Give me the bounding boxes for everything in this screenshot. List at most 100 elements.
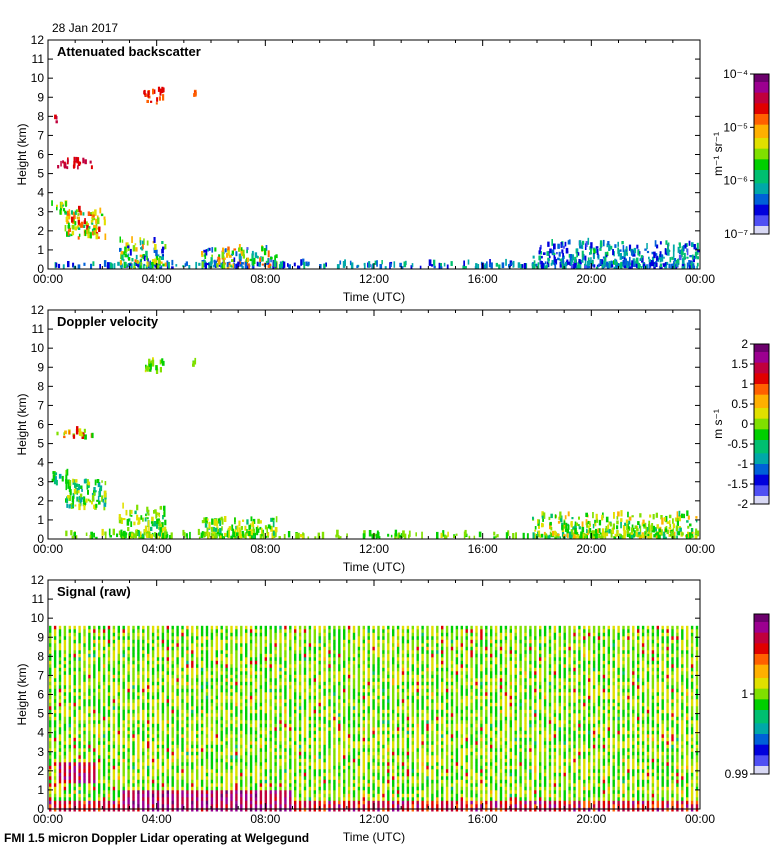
- signal-cell: [78, 737, 81, 742]
- colorbar-segment: [754, 346, 769, 350]
- heatmap-cell: [269, 525, 272, 530]
- heatmap-cell: [240, 536, 243, 539]
- signal-cell: [186, 783, 189, 787]
- signal-cell: [176, 702, 179, 707]
- signal-cell: [166, 748, 169, 752]
- signal-cell: [166, 646, 169, 651]
- signal-cell: [161, 702, 165, 707]
- heatmap-cell: [565, 247, 569, 254]
- signal-cell: [142, 639, 145, 644]
- signal-cell: [53, 769, 57, 773]
- y-tick-label: 2: [37, 224, 44, 238]
- signal-cell: [137, 730, 140, 735]
- heatmap-cell: [137, 529, 140, 536]
- signal-cell: [137, 664, 140, 668]
- signal-cell: [93, 723, 96, 728]
- signal-cell: [279, 681, 282, 686]
- signal-cell: [93, 730, 96, 735]
- signal-cell: [171, 643, 174, 647]
- signal-cell: [176, 625, 179, 630]
- signal-cell: [254, 695, 258, 700]
- signal-cell: [294, 664, 297, 668]
- signal-cell: [220, 653, 223, 658]
- heatmap-cell: [61, 475, 64, 482]
- y-tick-label: 11: [32, 322, 45, 336]
- signal-cell: [83, 744, 86, 749]
- signal-cell: [156, 786, 160, 791]
- y-tick-label: 4: [37, 186, 44, 200]
- heatmap-cell: [100, 213, 104, 217]
- signal-cell: [279, 678, 282, 682]
- signal-cell: [171, 632, 174, 637]
- heatmap-cell: [657, 534, 661, 539]
- colorbar-segment: [754, 394, 769, 398]
- y-tick-label: 1: [37, 513, 44, 527]
- signal-cell: [166, 695, 169, 700]
- signal-cell: [225, 800, 228, 805]
- colorbar-segment: [754, 175, 769, 179]
- heatmap-cell: [586, 528, 588, 533]
- heatmap-cell: [592, 512, 594, 519]
- signal-cell: [284, 727, 287, 731]
- signal-cell: [176, 681, 179, 686]
- signal-cell: [73, 692, 76, 696]
- heatmap-cell: [681, 258, 685, 264]
- signal-cell: [196, 730, 199, 735]
- heatmap-cell: [163, 532, 166, 539]
- y-tick-label: 0: [37, 262, 44, 276]
- signal-cell: [205, 727, 209, 731]
- signal-cell: [235, 653, 238, 658]
- heatmap-cell: [287, 531, 291, 538]
- heatmap-cell: [101, 528, 104, 536]
- signal-cell: [220, 727, 223, 731]
- signal-cell: [102, 643, 106, 647]
- signal-cell: [215, 632, 218, 637]
- signal-cell: [284, 751, 287, 756]
- signal-cell: [151, 713, 155, 717]
- signal-cell: [284, 741, 287, 745]
- heatmap-cell: [166, 260, 169, 267]
- heatmap-cell: [655, 257, 659, 261]
- signal-cell: [274, 629, 277, 633]
- signal-cell: [200, 678, 204, 682]
- signal-cell: [176, 783, 179, 787]
- heatmap-cell: [676, 262, 679, 267]
- signal-cell: [161, 793, 165, 798]
- signal-cell: [254, 741, 258, 745]
- heatmap-cell: [677, 246, 680, 253]
- signal-cell: [147, 723, 150, 728]
- signal-cell: [156, 625, 160, 630]
- signal-cell: [269, 674, 272, 679]
- heatmap-cell: [275, 254, 278, 259]
- heatmap-cell: [565, 526, 568, 530]
- heatmap-cell: [160, 261, 163, 264]
- signal-cell: [289, 790, 292, 794]
- signal-cell: [49, 695, 52, 700]
- signal-cell: [298, 643, 302, 647]
- signal-cell: [289, 776, 292, 780]
- heatmap-cell: [384, 266, 387, 269]
- heatmap-cell: [183, 532, 186, 538]
- signal-cell: [83, 758, 86, 763]
- signal-cell: [78, 723, 81, 728]
- colorbar-segment: [754, 119, 769, 123]
- heatmap-cell: [517, 262, 521, 268]
- heatmap-cell: [625, 519, 629, 524]
- signal-cell: [220, 639, 223, 644]
- signal-cell: [161, 653, 165, 658]
- signal-cell: [127, 685, 130, 689]
- heatmap-cell: [201, 251, 204, 256]
- signal-cell: [235, 678, 238, 682]
- signal-cell: [274, 769, 277, 773]
- signal-cell: [112, 748, 116, 752]
- heatmap-cell: [257, 528, 260, 533]
- heatmap-cell: [227, 250, 230, 256]
- signal-cell: [112, 646, 116, 651]
- heatmap-cell: [619, 533, 621, 537]
- heatmap-cell: [655, 533, 659, 539]
- signal-cell: [230, 716, 233, 721]
- signal-cell: [147, 751, 150, 756]
- heatmap-cell: [161, 241, 164, 244]
- signal-cell: [274, 692, 277, 696]
- heatmap-cell: [97, 496, 100, 502]
